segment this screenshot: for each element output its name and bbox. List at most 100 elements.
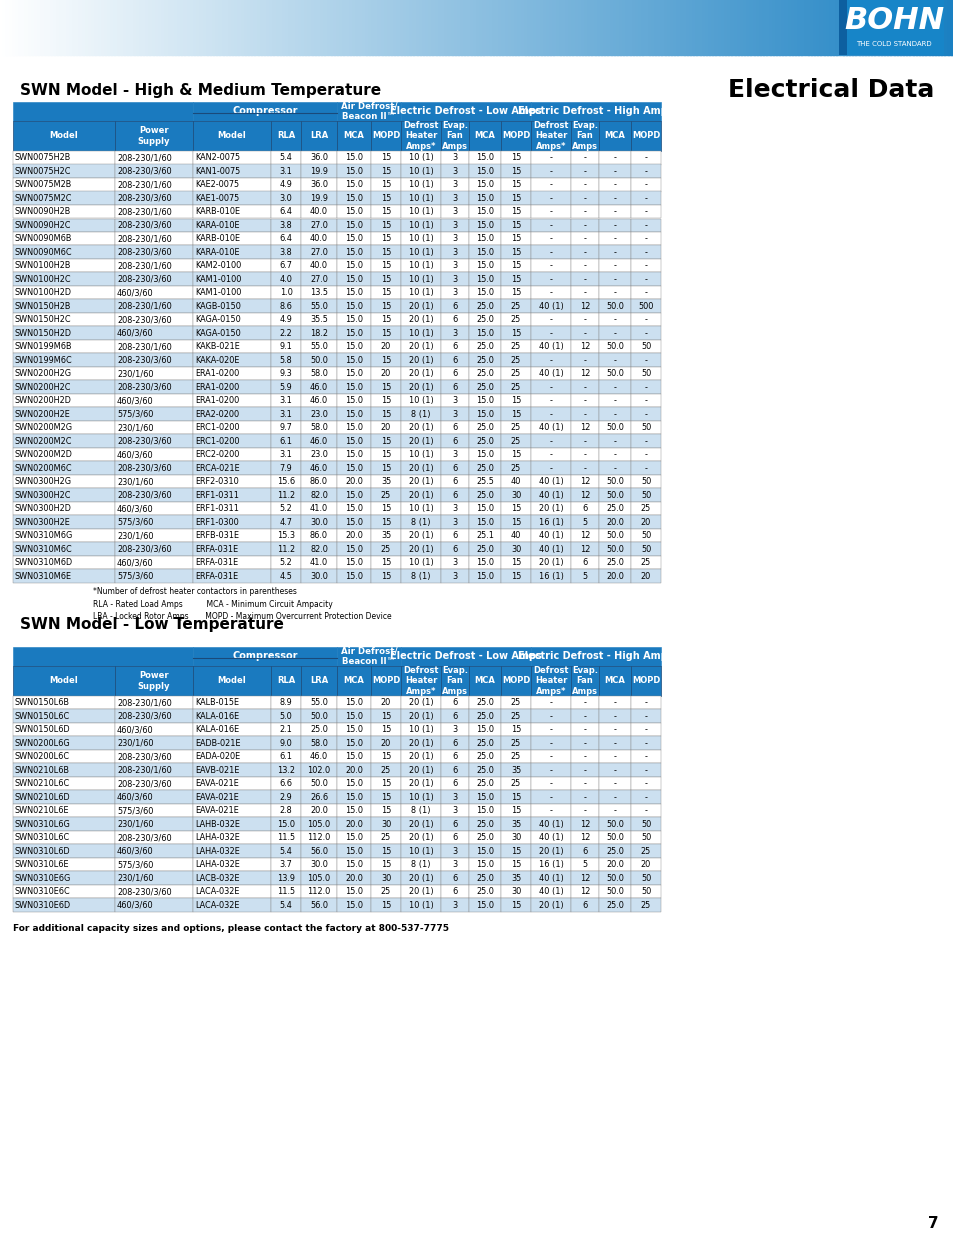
Text: MOPD: MOPD — [372, 131, 399, 141]
Bar — [679, 0, 684, 56]
Bar — [301, 151, 336, 164]
Bar — [371, 475, 400, 489]
Text: 208-230/1/60: 208-230/1/60 — [117, 207, 172, 216]
Text: 15: 15 — [510, 207, 520, 216]
Bar — [598, 872, 630, 885]
Bar — [271, 666, 301, 697]
Text: 25: 25 — [511, 698, 520, 708]
Text: -: - — [644, 451, 647, 459]
Text: 20.0: 20.0 — [310, 806, 328, 815]
Text: 12: 12 — [579, 301, 590, 311]
Text: LACA-032E: LACA-032E — [194, 887, 239, 897]
Text: SWN0200M2D: SWN0200M2D — [15, 451, 72, 459]
Bar — [289, 0, 294, 56]
Text: -: - — [549, 262, 552, 270]
Text: 6.1: 6.1 — [279, 437, 293, 446]
Bar — [531, 151, 571, 164]
Bar — [371, 542, 400, 556]
Bar — [500, 709, 531, 722]
Bar — [336, 164, 371, 178]
Text: 82.0: 82.0 — [310, 545, 328, 553]
Text: 15: 15 — [510, 167, 520, 175]
Text: 35: 35 — [380, 531, 391, 540]
Bar — [598, 219, 630, 232]
Text: 208-230/3/60: 208-230/3/60 — [117, 221, 172, 230]
Text: -: - — [549, 329, 552, 337]
Bar — [598, 722, 630, 736]
Bar — [301, 885, 336, 899]
Text: 208-230/1/60: 208-230/1/60 — [117, 342, 172, 351]
Text: 460/3/60: 460/3/60 — [117, 329, 153, 337]
Bar — [598, 312, 630, 326]
Bar — [440, 475, 469, 489]
Bar — [371, 462, 400, 475]
Bar — [438, 0, 442, 56]
Bar — [571, 151, 598, 164]
Text: 15: 15 — [510, 572, 520, 580]
Text: SWN Model - Low Temperature: SWN Model - Low Temperature — [20, 618, 284, 632]
Bar — [115, 205, 193, 219]
Bar — [301, 300, 336, 312]
Bar — [598, 804, 630, 818]
Bar — [469, 709, 500, 722]
Bar — [440, 666, 469, 697]
Bar — [440, 697, 469, 709]
Bar — [667, 0, 671, 56]
Text: -: - — [644, 248, 647, 257]
Bar — [400, 647, 531, 666]
Bar — [400, 273, 440, 287]
Bar — [188, 0, 192, 56]
Bar — [429, 0, 433, 56]
Bar — [336, 205, 371, 219]
Bar — [13, 462, 115, 475]
Text: 20.0: 20.0 — [605, 572, 623, 580]
Bar — [271, 340, 301, 353]
Bar — [362, 0, 366, 56]
Bar — [469, 899, 500, 911]
Text: KALA-016E: KALA-016E — [194, 711, 239, 721]
Bar — [301, 353, 336, 367]
Bar — [874, 0, 878, 56]
Text: 55.0: 55.0 — [310, 342, 328, 351]
Text: 30: 30 — [511, 834, 520, 842]
Text: -: - — [583, 464, 586, 473]
Bar — [165, 0, 170, 56]
Bar — [400, 421, 440, 435]
Bar — [571, 831, 598, 845]
Text: -: - — [613, 752, 616, 761]
Text: 6: 6 — [581, 558, 587, 567]
Bar — [630, 421, 660, 435]
Bar — [469, 408, 500, 421]
Bar — [13, 205, 115, 219]
Text: 50.0: 50.0 — [605, 531, 623, 540]
Bar — [469, 529, 500, 542]
Text: 15: 15 — [380, 153, 391, 162]
Bar — [440, 435, 469, 448]
Bar — [400, 259, 440, 273]
Bar — [571, 489, 598, 501]
Text: 50.0: 50.0 — [605, 342, 623, 351]
Bar — [531, 722, 571, 736]
Bar — [598, 777, 630, 790]
Bar — [193, 219, 271, 232]
Bar — [346, 0, 351, 56]
Bar — [500, 790, 531, 804]
Text: 20 (1): 20 (1) — [408, 464, 433, 473]
Text: 15: 15 — [380, 517, 391, 527]
Text: ERF1-0311: ERF1-0311 — [194, 490, 239, 500]
Bar — [92, 0, 96, 56]
Bar — [207, 0, 211, 56]
Text: 6: 6 — [452, 490, 457, 500]
Bar — [193, 885, 271, 899]
Bar — [343, 0, 347, 56]
Text: 10 (1): 10 (1) — [408, 180, 433, 189]
Bar — [469, 380, 500, 394]
Bar — [500, 831, 531, 845]
Text: 46.0: 46.0 — [310, 752, 328, 761]
Text: 46.0: 46.0 — [310, 437, 328, 446]
Text: KAGA-0150: KAGA-0150 — [194, 315, 240, 325]
Bar — [115, 408, 193, 421]
Text: 25: 25 — [380, 766, 391, 774]
Text: 3: 3 — [452, 207, 457, 216]
Text: 15.0: 15.0 — [345, 504, 363, 514]
